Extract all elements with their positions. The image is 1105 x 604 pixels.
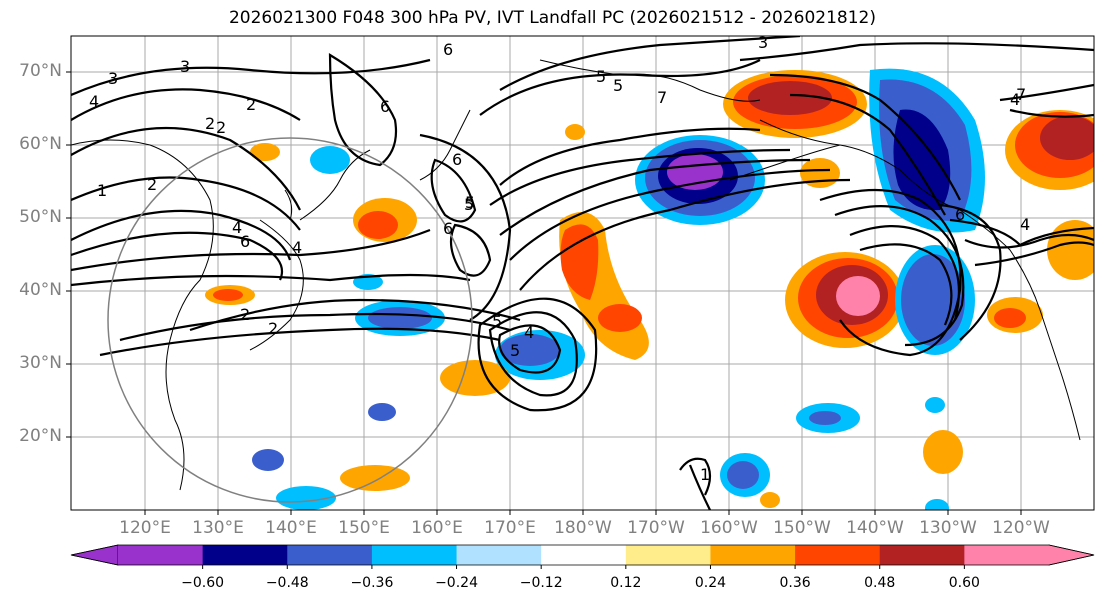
contour-label: 6: [443, 219, 453, 238]
lat-tick-label: 70°N: [19, 61, 62, 81]
pos-anomaly-alaska: [723, 70, 867, 138]
contour-label: 2: [205, 114, 215, 133]
contour-label: 5: [613, 76, 623, 95]
colorbar-tick-label: 0.12: [610, 575, 642, 591]
colorbar-segment: [795, 545, 881, 565]
lon-tick-label: 160°W: [700, 518, 758, 538]
colorbar-tick-label: 0.60: [948, 575, 980, 591]
colorbar-tick-label: 0.24: [694, 575, 727, 591]
contour-label: 2: [268, 319, 278, 338]
contour-label: 2: [147, 175, 157, 194]
colorbar: [70, 544, 1095, 569]
colorbar-tick-label: 0.36: [779, 575, 811, 591]
pos-anomaly-central: [785, 252, 905, 348]
lon-tick-label: 150°W: [773, 518, 831, 538]
contour-label: 4: [1010, 90, 1020, 109]
colorbar-segment: [964, 545, 1050, 565]
contour-label: 7: [657, 88, 667, 107]
contour-label: 2: [216, 118, 226, 137]
lon-tick-label: 170°E: [484, 518, 536, 538]
contour-label: 1: [700, 465, 710, 484]
lon-tick-label: 160°E: [411, 518, 463, 538]
pos-anomaly-kuril: [353, 198, 417, 242]
colorbar-segment: [371, 545, 458, 565]
lon-tick-label: 140°W: [846, 518, 904, 538]
colorbar-over-triangle: [1048, 544, 1095, 566]
contour-label: 6: [955, 205, 965, 224]
pv-contours: [71, 36, 1094, 510]
coastlines: [71, 59, 1081, 491]
contour-label: 5: [464, 195, 474, 214]
contour-label: 4: [1020, 215, 1030, 234]
colorbar-segment: [710, 545, 796, 565]
colorbar-segment: [287, 545, 373, 565]
colorbar-segment: [879, 545, 965, 565]
lon-tick-label: 120°W: [992, 518, 1050, 538]
contour-label: 6: [240, 232, 250, 251]
lat-tick-label: 20°N: [19, 426, 62, 446]
ivt-shading: [205, 68, 1094, 510]
contour-label: 5: [465, 193, 475, 212]
contour-label: 3: [758, 33, 768, 52]
misc-small-anomalies: [205, 124, 1094, 510]
plot-title: 2026021300 F048 300 hPa PV, IVT Landfall…: [228, 8, 876, 28]
contour-label: 7: [1016, 85, 1026, 104]
contour-label: 6: [452, 150, 462, 169]
neg-anomaly-japan: [355, 300, 445, 336]
lon-tick-label: 170°W: [627, 518, 685, 538]
colorbar-under-triangle: [70, 544, 119, 566]
neg-anomaly-aleutian: [635, 135, 765, 225]
lat-tick-label: 30°N: [19, 353, 62, 373]
colorbar-segment: [456, 545, 542, 565]
colorbar-segment: [625, 545, 711, 565]
pos-anomaly-canada: [1005, 110, 1094, 190]
colorbar-tick-label: −0.24: [435, 575, 478, 591]
contour-label: 5: [510, 341, 520, 360]
pos-anomaly-west-subtrop: [440, 360, 510, 396]
colorbar-border: [70, 544, 1095, 566]
contour-label: 5: [596, 67, 606, 86]
colorbar-segment: [118, 545, 204, 565]
landfall-radius-circle: [107, 137, 473, 503]
colorbar-tick-label: 0.48: [864, 575, 896, 591]
contour-label: 3: [108, 69, 118, 88]
contour-label: 6: [380, 97, 390, 116]
contour-label: 1: [97, 181, 107, 200]
contour-label: 4: [89, 92, 99, 111]
colorbar-tick-label: −0.60: [181, 575, 225, 591]
colorbar-tick-label: −0.12: [519, 575, 563, 591]
lon-tick-label: 180°W: [554, 518, 612, 538]
contour-label: 6: [443, 40, 453, 59]
contour-label: 2: [240, 305, 250, 324]
lon-tick-label: 150°E: [338, 518, 390, 538]
contour-label: 5: [492, 312, 502, 331]
colorbar-segment: [541, 545, 627, 565]
contour-label: 4: [232, 218, 242, 237]
lon-tick-label: 140°E: [265, 518, 317, 538]
lat-tick-label: 60°N: [19, 134, 62, 154]
colorbar-segment: [202, 545, 288, 565]
axis-ticks: [66, 71, 1022, 515]
contour-label: 3: [180, 57, 190, 76]
lon-tick-label: 120°E: [119, 518, 171, 538]
contour-label: 2: [246, 95, 256, 114]
colorbar-tick-label: −0.48: [265, 575, 309, 591]
lon-tick-label: 130°W: [919, 518, 977, 538]
contour-label: 4: [524, 323, 534, 342]
lat-tick-label: 50°N: [19, 207, 62, 227]
lat-tick-label: 40°N: [19, 280, 62, 300]
contour-label: 4: [292, 238, 302, 257]
colorbar-tick-label: −0.36: [350, 575, 394, 591]
lon-tick-label: 130°E: [192, 518, 244, 538]
